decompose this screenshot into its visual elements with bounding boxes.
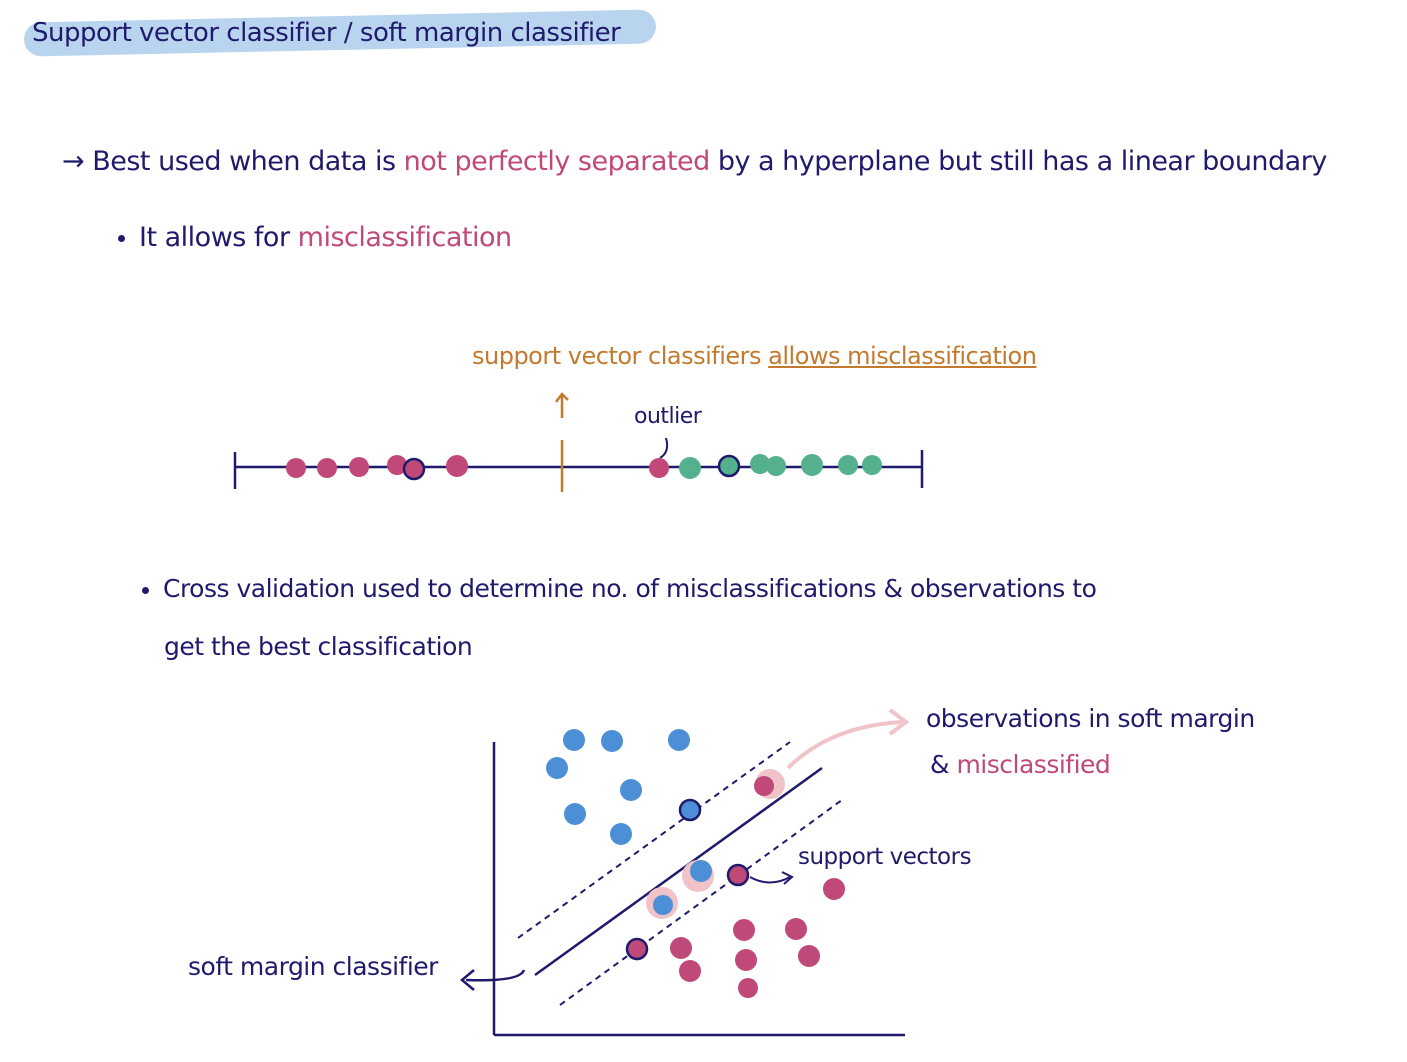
arrow-icon: → (62, 146, 85, 177)
outlier-label: outlier (634, 404, 702, 429)
data-point (750, 454, 770, 474)
note-line-2-text: It allows for (139, 222, 298, 253)
support-vectors-arrowhead-icon (781, 871, 794, 885)
support-vector-point (625, 937, 649, 961)
note-line-1-text-a: Best used when data is (92, 146, 404, 177)
data-point (317, 458, 337, 478)
annotation-misclassified: & misclassified (930, 750, 1111, 779)
data-point (387, 455, 407, 475)
data-point (738, 978, 758, 998)
hyperplane-line (534, 766, 823, 977)
outlier-pointer (659, 437, 669, 459)
annotation-misclassified-highlight: misclassified (956, 750, 1111, 779)
data-point (564, 803, 586, 825)
number-line-caption: support vector classifiers allows miscla… (472, 342, 1037, 370)
misclassified-point (690, 860, 712, 882)
scatter-plot (460, 708, 910, 1037)
note-line-1-text-b: by a hyperplane but still has a linear b… (709, 146, 1327, 177)
data-point (668, 729, 690, 751)
page-title: Support vector classifier / soft margin … (32, 18, 621, 48)
data-point (733, 919, 755, 941)
data-point (735, 949, 757, 971)
soft-margin-arrowhead-icon (888, 708, 910, 736)
note-line-1: → Best used when data is not perfectly s… (62, 146, 1327, 177)
support-vector-point (402, 457, 426, 481)
lower-margin-line (559, 799, 843, 1006)
classifier-arrow (465, 969, 526, 982)
data-point (823, 878, 845, 900)
data-point (286, 458, 306, 478)
data-point (766, 456, 786, 476)
data-point (446, 455, 468, 477)
misclassified-point (653, 895, 673, 915)
support-vectors-arrow (749, 876, 791, 884)
data-point (349, 457, 369, 477)
note-line-3-text-a: Cross validation used to determine no. o… (163, 574, 1097, 603)
data-point (785, 918, 807, 940)
threshold-arrow-icon (555, 392, 569, 418)
note-line-2-highlight: misclassification (297, 222, 513, 253)
number-line-caption-a: support vector classifiers (472, 342, 769, 370)
annotation-prefix: & (930, 750, 957, 779)
upper-margin-line (517, 741, 791, 939)
number-line (233, 392, 924, 492)
note-line-2: It allows for misclassification (118, 222, 512, 253)
data-point (862, 455, 882, 475)
soft-margin-arrow (786, 720, 903, 770)
data-point (620, 779, 642, 801)
number-line-caption-b: allows misclassification (768, 342, 1037, 370)
outlier-point (649, 458, 669, 478)
bullet-icon (142, 586, 149, 594)
data-point (838, 455, 858, 475)
data-point (679, 960, 701, 982)
note-line-1-highlight: not perfectly separated (403, 146, 711, 177)
support-vector-point (726, 863, 750, 887)
data-point (801, 454, 823, 476)
support-vectors-label: support vectors (798, 844, 972, 870)
data-point (798, 945, 820, 967)
classifier-arrowhead-icon (460, 969, 475, 991)
soft-margin-classifier-label: soft margin classifier (188, 952, 438, 981)
data-point (679, 457, 701, 479)
data-point (563, 729, 585, 751)
data-point (601, 730, 623, 752)
note-line-3: Cross validation used to determine no. o… (142, 574, 1097, 603)
support-vector-point (678, 798, 702, 822)
bullet-icon (118, 235, 125, 242)
annotation-soft-margin: observations in soft margin (926, 704, 1255, 733)
data-point (670, 937, 692, 959)
title-block: Support vector classifier / soft margin … (23, 9, 657, 57)
support-vector-point (717, 454, 741, 478)
data-point (546, 757, 568, 779)
note-line-3-text-b: get the best classification (164, 632, 473, 661)
data-point (610, 823, 632, 845)
misclassified-point (754, 776, 774, 796)
